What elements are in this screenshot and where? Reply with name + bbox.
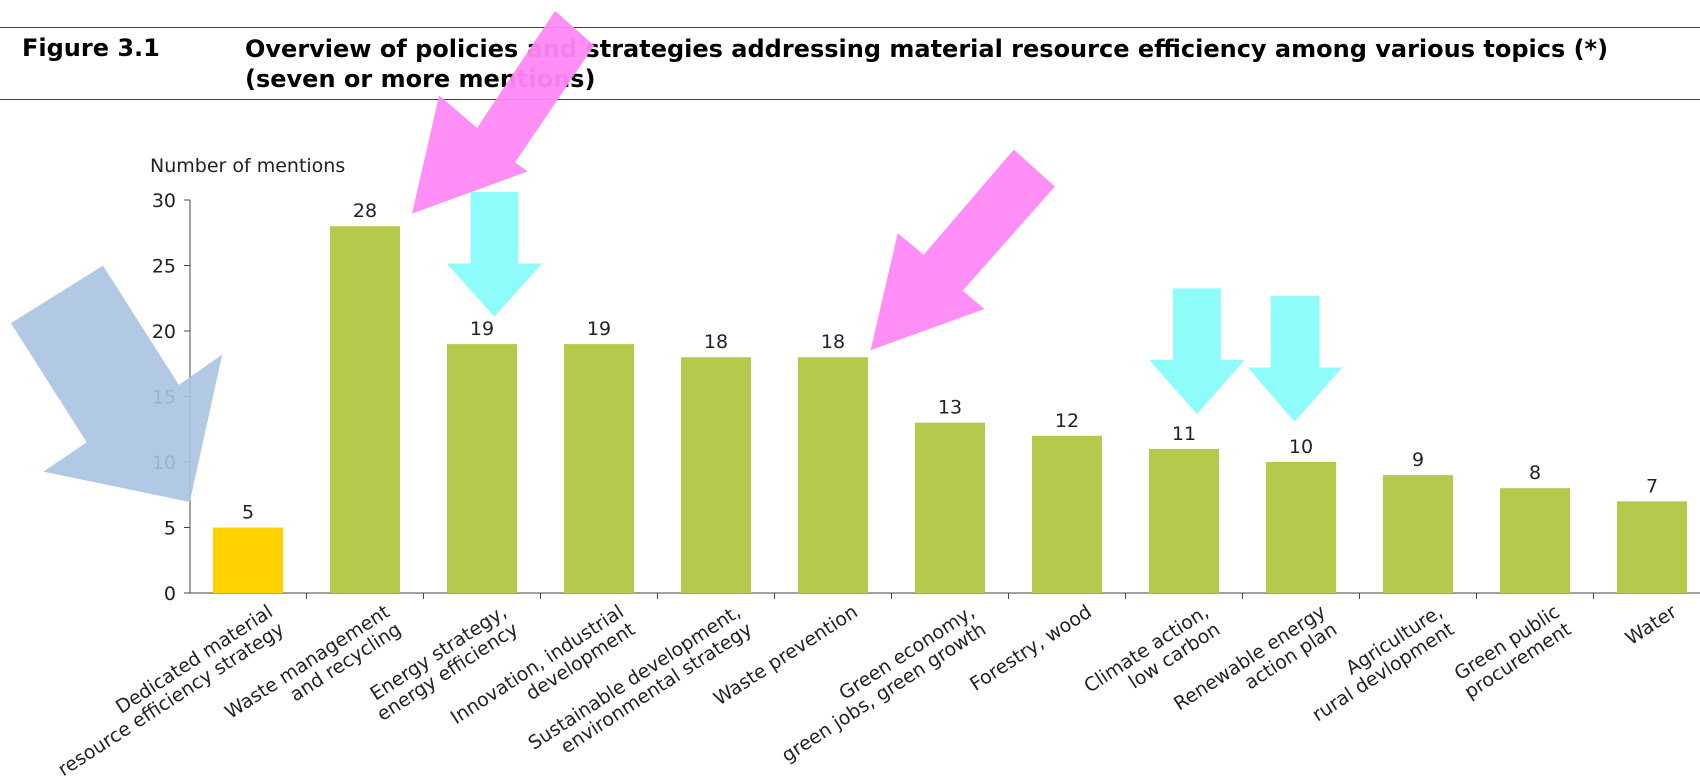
bar xyxy=(681,357,751,593)
x-tick-label: Green economy,green jobs, green growth xyxy=(766,601,990,767)
value-label: 12 xyxy=(1055,410,1079,432)
value-label: 8 xyxy=(1529,462,1541,484)
y-tick-label: 25 xyxy=(152,256,176,278)
cyan-arrow xyxy=(1247,295,1343,422)
value-label: 18 xyxy=(821,331,845,353)
pink-arrow xyxy=(870,149,1055,351)
x-tick-label: Forestry, wood xyxy=(966,601,1096,696)
value-label: 11 xyxy=(1172,423,1196,445)
bar xyxy=(798,357,868,593)
bar xyxy=(330,226,400,593)
x-tick-label: Water xyxy=(1622,601,1681,650)
figure-number: Figure 3.1 xyxy=(22,34,160,62)
value-label: 10 xyxy=(1289,436,1313,458)
value-label: 13 xyxy=(938,397,962,419)
value-label: 19 xyxy=(587,318,611,340)
annotations xyxy=(10,10,1343,502)
bar xyxy=(564,344,634,593)
bar xyxy=(1383,475,1453,593)
bar xyxy=(1500,488,1570,593)
y-tick-label: 5 xyxy=(164,518,176,540)
cyan-arrow xyxy=(1149,288,1245,415)
bar xyxy=(1032,435,1102,593)
value-label: 5 xyxy=(242,502,254,524)
value-label: 7 xyxy=(1646,475,1658,497)
y-tick-label: 0 xyxy=(164,583,176,605)
x-tick-label: Green publicprocurement xyxy=(1449,601,1575,704)
bar xyxy=(1266,462,1336,593)
bar xyxy=(1149,448,1219,593)
bar xyxy=(1617,501,1687,593)
figure-title: Overview of policies and strategies addr… xyxy=(245,35,1609,93)
y-tick-label: 20 xyxy=(152,321,176,343)
value-label: 28 xyxy=(353,200,377,222)
pink-arrow xyxy=(411,10,595,214)
cyan-arrow xyxy=(446,191,543,317)
bar xyxy=(213,527,283,593)
bar xyxy=(447,344,517,593)
value-label: 19 xyxy=(470,318,494,340)
value-label: 9 xyxy=(1412,449,1424,471)
header: Figure 3.1 Overview of policies and stra… xyxy=(0,27,1700,100)
value-label: 18 xyxy=(704,331,728,353)
blue-arrow xyxy=(10,265,223,502)
y-tick-label: 30 xyxy=(152,190,176,212)
bar xyxy=(915,422,985,593)
y-axis-label: Number of mentions xyxy=(150,155,345,177)
